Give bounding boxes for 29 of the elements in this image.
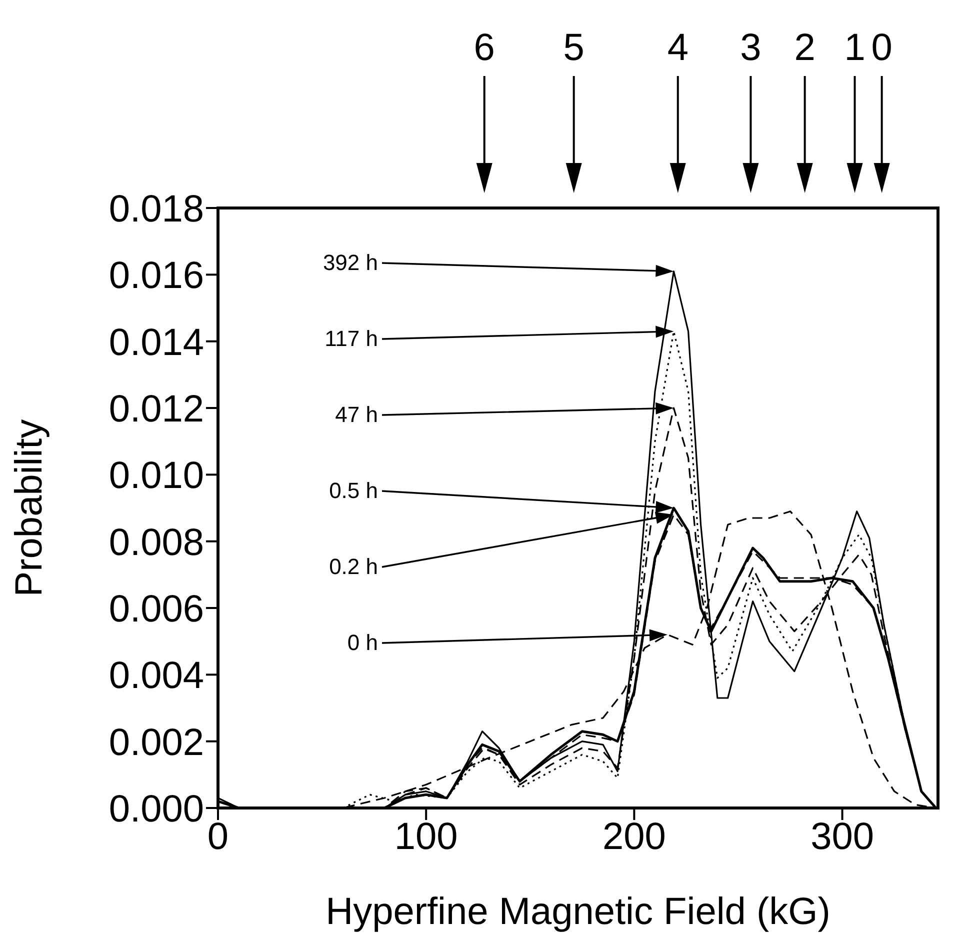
y-tick-label: 0.014 <box>108 322 204 364</box>
text: 5 <box>563 27 584 69</box>
x-tick-label: 300 <box>810 816 874 858</box>
y-tick-label: 0.000 <box>108 788 204 830</box>
annotation: 47 h <box>335 402 378 427</box>
annotation: 392 h <box>322 250 378 275</box>
text: 2 <box>794 27 816 69</box>
x-axis-title: Hyperfine Magnetic Field (kG) <box>326 891 830 933</box>
annotation: 0.5 h <box>329 478 378 503</box>
y-tick-label: 0.012 <box>108 388 204 430</box>
text: 3 <box>740 27 762 69</box>
y-tick-label: 0.002 <box>108 722 204 764</box>
x-tick-label: 100 <box>394 816 458 858</box>
y-tick-label: 0.016 <box>108 255 204 298</box>
y-tick-label: 0.018 <box>108 188 204 230</box>
text: 6 <box>474 27 495 69</box>
text: 1 <box>844 27 866 69</box>
annotation: 0 h <box>347 630 378 655</box>
y-tick-label: 0.004 <box>108 655 204 698</box>
text: 0 <box>871 27 892 69</box>
text: 4 <box>667 27 688 69</box>
annotation: 0.2 h <box>329 554 378 579</box>
x-tick-label: 0 <box>207 816 229 858</box>
y-axis-title: Probability <box>8 419 50 597</box>
y-tick-label: 0.008 <box>108 522 204 564</box>
annotation: 117 h <box>324 326 378 351</box>
y-tick-label: 0.006 <box>108 588 204 630</box>
y-tick-label: 0.010 <box>108 455 204 498</box>
x-tick-label: 200 <box>602 816 666 858</box>
